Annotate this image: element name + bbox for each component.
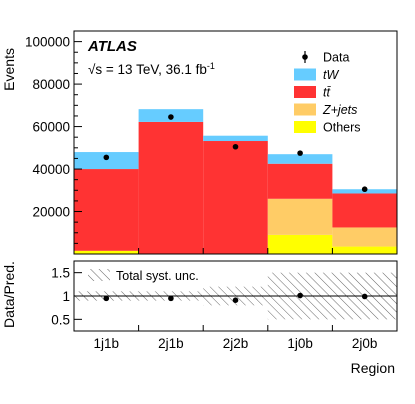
atlas-label: ATLAS <box>87 38 137 55</box>
ratio-legend-swatch <box>88 269 110 281</box>
legend-swatch <box>294 68 316 81</box>
bar-1j0b-series-2 <box>267 163 333 199</box>
legend-label: Data <box>323 51 349 65</box>
legend-data-marker <box>302 54 308 60</box>
ratio-y-ticks: 0.5 1 1.5 <box>51 266 82 327</box>
stacked-bars <box>74 109 397 254</box>
ratio-y-axis-title: Data/Pred. <box>1 261 17 328</box>
ratio-legend-label: Total syst. unc. <box>116 269 199 283</box>
energy-label: √s = 13 TeV, 36.1 fb-1 <box>88 61 215 77</box>
legend-label: tW <box>323 68 339 82</box>
main-y-tick-label: 80000 <box>32 77 70 92</box>
main-y-tick-label: 40000 <box>32 162 70 177</box>
bar-2j0b-series-1 <box>332 227 397 247</box>
ratio-panel: 0.511.5 1j1b 2j1b 2j2b 1j0b 2j0b Data/Pred. … <box>1 260 398 376</box>
bar-1j0b-series-0 <box>267 234 333 254</box>
main-y-axis-title: Events <box>1 48 17 91</box>
ratio-point-2j1b <box>168 295 174 302</box>
x-category-label: 1j1b <box>94 336 120 351</box>
x-category-label: 2j0b <box>352 336 378 351</box>
main-y-ticks: 20000 40000 60000 80000 100000 <box>25 35 82 244</box>
ratio-point-1j1b <box>103 295 110 302</box>
ratio-x-ticks: 1j1b 2j1b 2j2b 1j0b 2j0b <box>73 325 398 351</box>
bar-1j1b-series-0 <box>74 250 139 254</box>
ratio-point-2j0b <box>361 293 368 300</box>
ratio-y-tick-label: 1 <box>62 289 70 304</box>
legend-swatch <box>294 121 316 133</box>
main-y-tick-label: 100000 <box>25 35 70 50</box>
data-point-1j0b <box>297 150 303 156</box>
bar-1j1b-series-3 <box>74 152 139 170</box>
x-category-label: 1j0b <box>287 336 313 351</box>
ratio-y-tick-label: 0.5 <box>51 312 70 327</box>
bar-2j0b-series-2 <box>332 193 397 228</box>
ratio-x-axis-title: Region <box>351 360 395 376</box>
legend-swatch <box>294 86 316 98</box>
bar-1j1b-series-2 <box>74 169 139 251</box>
ratio-frame <box>73 260 398 332</box>
ratio-legend: Total syst. unc. <box>88 269 199 283</box>
bar-1j0b-series-1 <box>267 198 333 235</box>
ratio-points <box>103 292 368 304</box>
x-category-label: 2j2b <box>223 336 249 351</box>
legend-label: tt̄ <box>323 86 331 100</box>
bar-2j2b-series-3 <box>203 135 268 142</box>
main-frame <box>73 30 398 255</box>
bar-1j0b-series-3 <box>267 154 333 164</box>
ratio-point-2j2b <box>232 297 239 304</box>
data-points <box>103 114 368 193</box>
ratio-point-1j0b <box>297 292 303 299</box>
bar-2j2b-series-2 <box>203 141 268 254</box>
data-point-2j2b <box>232 143 239 150</box>
main-y-tick-label: 60000 <box>32 120 70 135</box>
legend-label: Others <box>323 121 361 135</box>
legend: Data tW tt̄ Z+jets Others <box>294 51 361 135</box>
bar-2j0b-series-0 <box>332 246 397 254</box>
legend-swatch <box>294 103 316 116</box>
data-point-2j1b <box>168 114 174 120</box>
data-point-1j1b <box>103 154 110 161</box>
main-y-tick-label: 20000 <box>32 205 70 220</box>
legend-label: Z+jets <box>322 103 357 117</box>
x-category-label: 2j1b <box>158 336 184 351</box>
bar-2j1b-series-2 <box>138 121 204 254</box>
ratio-y-tick-label: 1.5 <box>51 266 70 281</box>
data-point-2j0b <box>361 186 368 193</box>
